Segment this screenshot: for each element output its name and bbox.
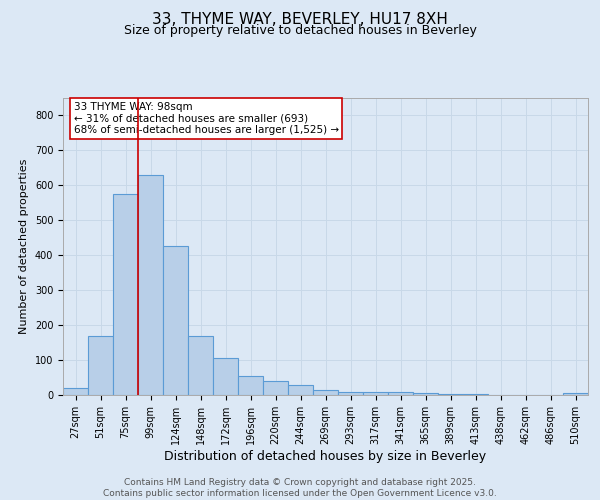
Bar bbox=[63, 388, 88, 395]
Bar bbox=[388, 392, 413, 395]
Bar bbox=[263, 381, 288, 395]
Y-axis label: Number of detached properties: Number of detached properties bbox=[19, 158, 29, 334]
Bar bbox=[363, 392, 388, 395]
Bar bbox=[213, 358, 238, 395]
Text: 33, THYME WAY, BEVERLEY, HU17 8XH: 33, THYME WAY, BEVERLEY, HU17 8XH bbox=[152, 12, 448, 28]
Bar bbox=[188, 336, 213, 395]
Bar bbox=[288, 384, 313, 395]
Bar bbox=[238, 376, 263, 395]
Bar bbox=[438, 394, 463, 395]
Bar bbox=[563, 393, 588, 395]
Bar bbox=[463, 394, 488, 395]
Bar bbox=[313, 390, 338, 395]
X-axis label: Distribution of detached houses by size in Beverley: Distribution of detached houses by size … bbox=[164, 450, 487, 462]
Bar bbox=[113, 194, 138, 395]
Bar bbox=[163, 246, 188, 395]
Bar bbox=[338, 392, 363, 395]
Text: Size of property relative to detached houses in Beverley: Size of property relative to detached ho… bbox=[124, 24, 476, 37]
Text: 33 THYME WAY: 98sqm
← 31% of detached houses are smaller (693)
68% of semi-detac: 33 THYME WAY: 98sqm ← 31% of detached ho… bbox=[74, 102, 338, 135]
Bar bbox=[88, 336, 113, 395]
Bar bbox=[413, 393, 438, 395]
Text: Contains HM Land Registry data © Crown copyright and database right 2025.
Contai: Contains HM Land Registry data © Crown c… bbox=[103, 478, 497, 498]
Bar bbox=[138, 174, 163, 395]
